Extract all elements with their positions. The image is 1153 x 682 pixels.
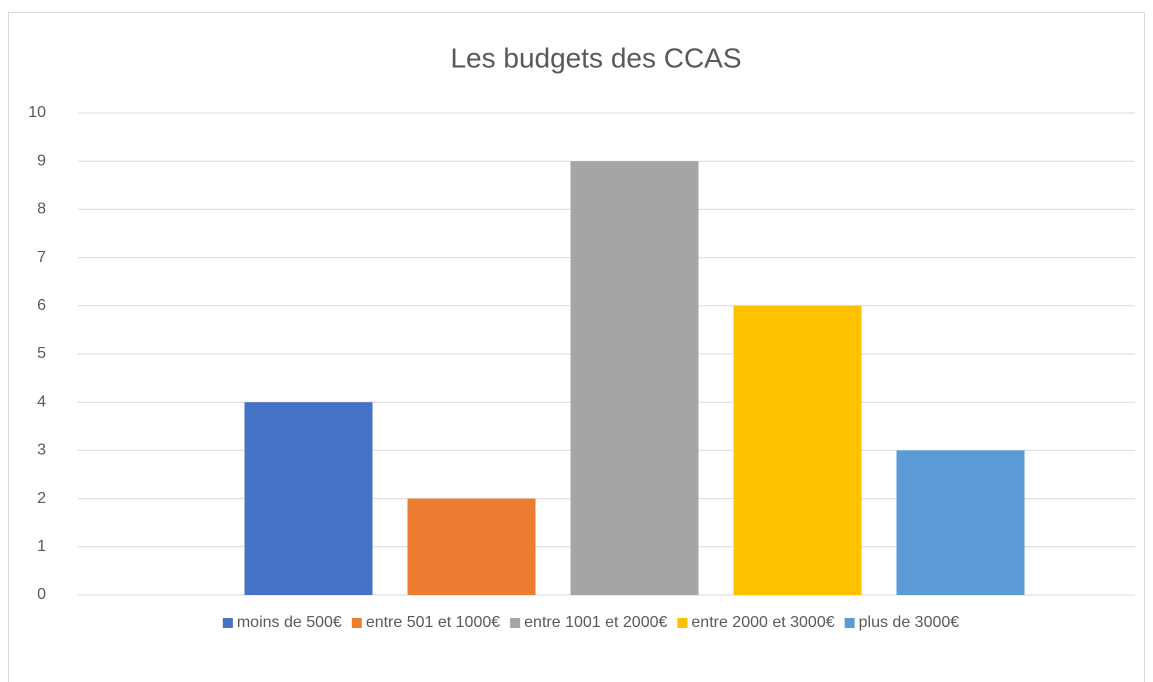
y-tick-label: 0 bbox=[37, 586, 46, 603]
y-tick-label: 1 bbox=[37, 538, 46, 555]
y-tick-label: 2 bbox=[37, 490, 46, 507]
legend-swatch bbox=[351, 618, 362, 628]
y-tick-label: 10 bbox=[28, 104, 46, 121]
y-tick-label: 9 bbox=[37, 152, 46, 169]
legend-label: entre 1001 et 2000€ bbox=[524, 614, 667, 631]
y-tick-label: 3 bbox=[37, 442, 46, 459]
y-tick-label: 7 bbox=[37, 249, 46, 266]
bar bbox=[244, 402, 373, 595]
bar bbox=[407, 498, 536, 595]
legend-swatch bbox=[844, 618, 855, 628]
legend-label: entre 2000 et 3000€ bbox=[691, 614, 834, 631]
y-tick-label: 6 bbox=[37, 297, 46, 314]
legend-swatch bbox=[677, 618, 688, 628]
y-tick-label: 4 bbox=[37, 393, 46, 410]
legend-swatch bbox=[222, 618, 233, 628]
legend-swatch bbox=[510, 618, 521, 628]
y-tick-label: 5 bbox=[37, 345, 46, 362]
legend-label: plus de 3000€ bbox=[859, 614, 960, 631]
bar bbox=[896, 450, 1025, 595]
chart-title: Les budgets des CCAS bbox=[450, 42, 741, 73]
legend-label: moins de 500€ bbox=[237, 614, 342, 631]
y-tick-label: 8 bbox=[37, 201, 46, 218]
legend-label: entre 501 et 1000€ bbox=[366, 614, 500, 631]
bar bbox=[570, 161, 699, 595]
bar bbox=[733, 305, 862, 595]
